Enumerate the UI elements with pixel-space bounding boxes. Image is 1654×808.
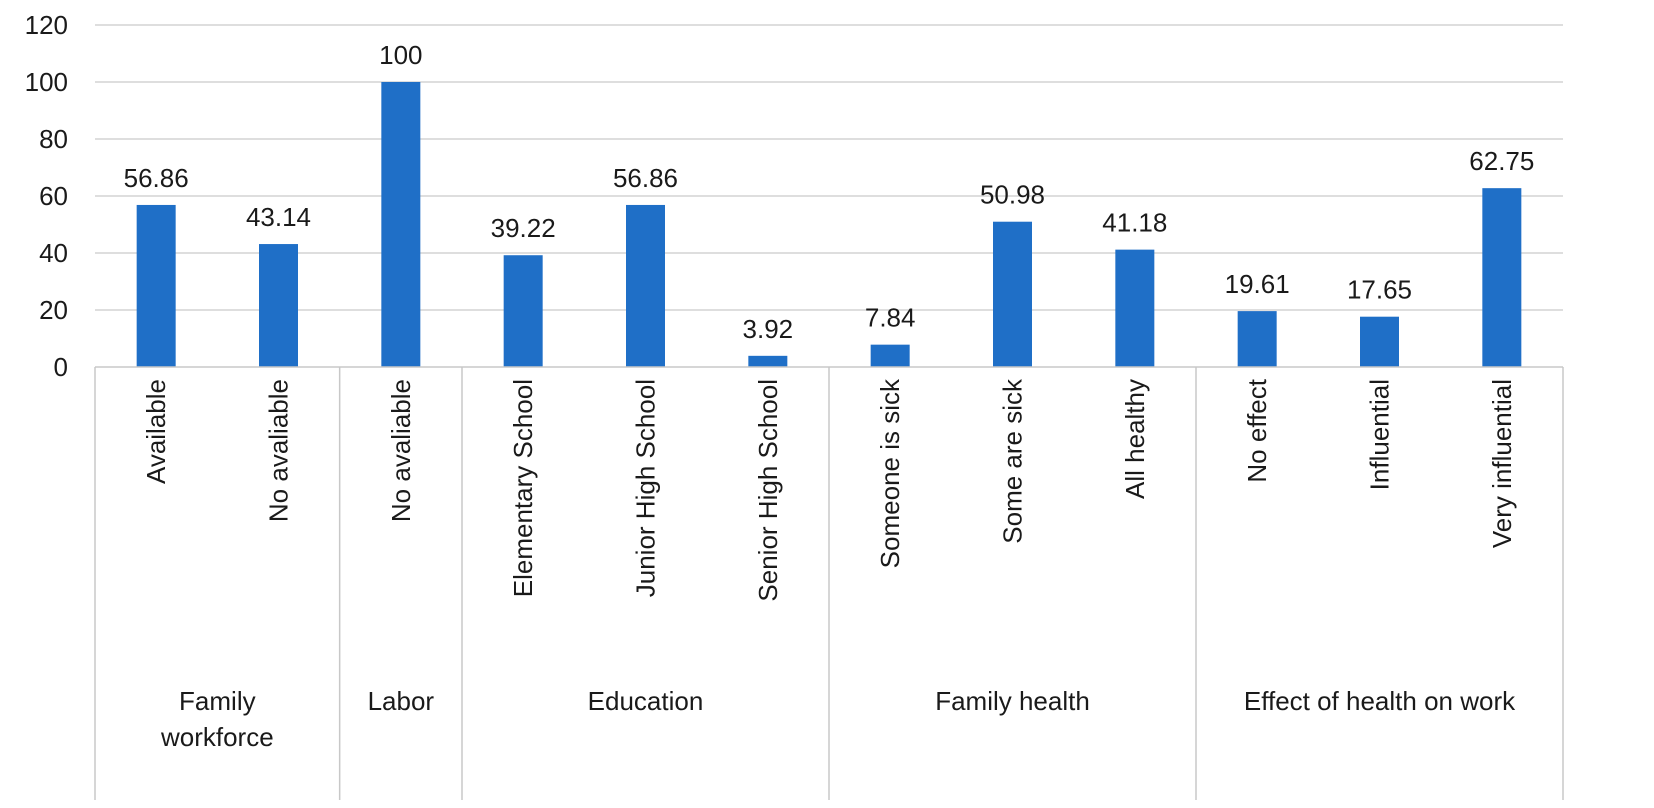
data-label: 39.22: [491, 213, 556, 243]
x-tick-label: All healthy: [1120, 379, 1150, 499]
group-label: Effect of health on work: [1244, 686, 1516, 716]
y-tick-label: 120: [25, 10, 68, 40]
group-label: Family health: [935, 686, 1090, 716]
group-label: Education: [588, 686, 704, 716]
group-label: workforce: [160, 722, 274, 752]
data-label: 19.61: [1225, 269, 1290, 299]
y-tick-label: 80: [39, 124, 68, 154]
bar: [870, 344, 910, 367]
data-label: 50.98: [980, 180, 1045, 210]
y-tick-label: 100: [25, 67, 68, 97]
data-label: 7.84: [865, 303, 916, 333]
group-label: Labor: [368, 686, 435, 716]
y-axis: 0 20 40 60 80 100 120: [25, 10, 68, 382]
data-label: 43.14: [246, 202, 311, 232]
bar: [1482, 188, 1522, 367]
x-tick-label: Available: [141, 379, 171, 484]
bar: [1237, 311, 1277, 367]
x-axis: Available No avaliable Family workforce No a…: [94, 366, 1564, 800]
bar: [381, 82, 421, 367]
bar: [993, 221, 1032, 367]
data-label: 56.86: [613, 163, 678, 193]
x-tick-label: No effect: [1242, 378, 1272, 482]
bar: [259, 244, 298, 367]
x-tick-label: No avaliable: [386, 379, 416, 522]
x-tick-label: Influential: [1365, 379, 1395, 490]
bar: [1115, 249, 1155, 367]
y-tick-label: 40: [39, 238, 68, 268]
data-label: 100: [379, 40, 422, 70]
bar: [503, 255, 543, 367]
data-label: 17.65: [1347, 275, 1412, 305]
x-tick-label: Some are sick: [998, 378, 1028, 544]
y-tick-label: 0: [54, 352, 68, 382]
data-label: 3.92: [743, 314, 794, 344]
x-tick-label: Someone is sick: [875, 378, 905, 568]
bar: [1360, 316, 1399, 367]
data-label: 41.18: [1102, 208, 1167, 238]
y-tick-label: 60: [39, 181, 68, 211]
bar: [136, 204, 176, 367]
group-label: Family: [179, 686, 256, 716]
x-tick-label: Junior High School: [631, 379, 661, 597]
x-tick-label: Very influential: [1487, 379, 1517, 548]
gridlines: [95, 24, 1563, 311]
bars: [136, 82, 1522, 367]
y-tick-label: 20: [39, 295, 68, 325]
bar: [748, 355, 788, 367]
bar: [626, 204, 665, 367]
data-label: 56.86: [124, 163, 189, 193]
data-label: 62.75: [1469, 146, 1534, 176]
data-labels: 56.86 43.14 100 39.22 56.86 3.92 7.84 50.98 41.1…: [124, 40, 1535, 344]
x-tick-label: Senior High School: [753, 379, 783, 602]
x-tick-label: No avaliable: [264, 379, 294, 522]
x-tick-label: Elementary School: [508, 379, 538, 597]
